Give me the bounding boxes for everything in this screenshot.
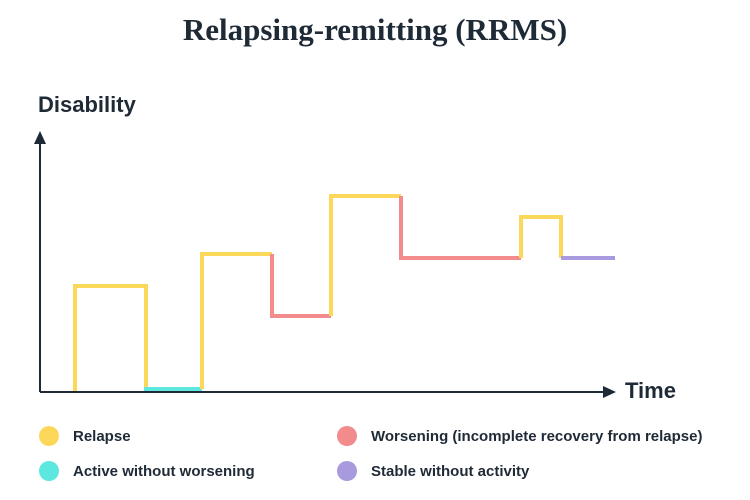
y-arrow [34, 131, 46, 144]
legend-swatch [39, 426, 59, 446]
relapse-segment [73, 284, 148, 392]
legend-swatch [39, 461, 59, 481]
x-axis-label: Time [625, 378, 676, 403]
y-axis-label: Disability [38, 92, 137, 117]
legend-label: Worsening (incomplete recovery from rela… [371, 428, 703, 445]
title: Relapsing-remitting (RRMS) [183, 12, 567, 47]
steps [73, 194, 615, 392]
legend-label: Relapse [73, 428, 131, 445]
legend-swatch [337, 426, 357, 446]
legend-label: Stable without activity [371, 463, 530, 480]
axes [34, 131, 616, 398]
relapse-segment [329, 194, 401, 316]
worsening-segment [270, 254, 331, 318]
worsening-segment [399, 196, 521, 260]
legend-label: Active without worsening [73, 463, 255, 480]
x-arrow [603, 386, 616, 398]
relapse-segment [519, 215, 563, 258]
relapse-segment [200, 252, 272, 389]
legend: Relapse Worsening (incomplete recovery f… [39, 426, 703, 481]
legend-swatch [337, 461, 357, 481]
